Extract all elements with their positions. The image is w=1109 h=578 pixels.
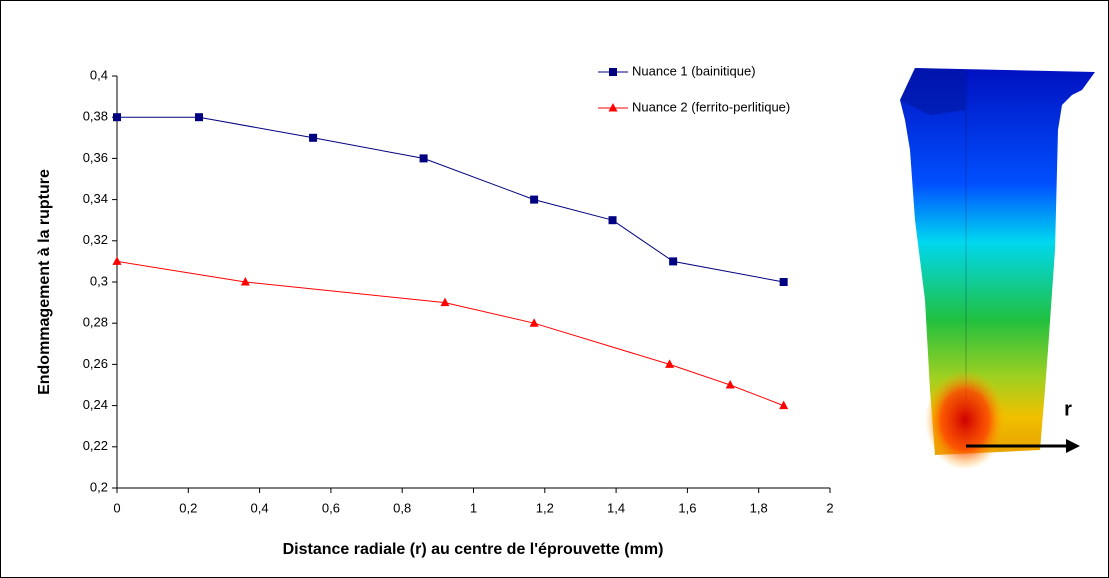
- x-tick-label: 0: [113, 500, 120, 515]
- x-tick-label: 1,4: [607, 500, 625, 515]
- y-tick-label: 0,34: [83, 191, 108, 206]
- x-tick-label: 1: [470, 500, 477, 515]
- marker: [779, 400, 789, 410]
- marker: [779, 278, 788, 286]
- y-tick-label: 0,38: [83, 109, 108, 124]
- y-tick-label: 0,26: [83, 356, 108, 371]
- y-tick-label: 0,28: [83, 315, 108, 330]
- x-tick-label: 1,6: [678, 500, 696, 515]
- y-tick-label: 0,36: [83, 150, 108, 165]
- marker: [529, 318, 539, 327]
- x-tick-label: 2: [826, 500, 833, 515]
- marker: [665, 359, 675, 368]
- x-tick-label: 1,8: [750, 500, 768, 515]
- x-tick-label: 0,2: [179, 500, 197, 515]
- x-tick-label: 1,2: [536, 500, 554, 515]
- marker: [440, 297, 450, 307]
- marker: [112, 256, 122, 265]
- y-tick-label: 0,3: [90, 273, 108, 288]
- marker: [609, 68, 617, 76]
- x-axis-title: Distance radiale (r) au centre de l'épro…: [283, 541, 664, 558]
- marker: [608, 216, 617, 225]
- x-tick-label: 0,4: [251, 500, 269, 515]
- y-tick-label: 0,4: [90, 67, 108, 82]
- marker: [240, 277, 250, 286]
- y-tick-label: 0,24: [83, 397, 108, 412]
- specimen-image: [900, 68, 1095, 470]
- marker: [113, 113, 121, 122]
- y-axis-title: Endommagement à la rupture: [36, 169, 53, 395]
- legend-label: Nuance 2 (ferrito-perlitique): [632, 99, 790, 114]
- y-tick-label: 0,32: [83, 232, 108, 247]
- marker: [419, 154, 428, 163]
- marker: [725, 380, 735, 389]
- marker: [194, 113, 203, 122]
- marker: [309, 133, 318, 142]
- marker: [530, 195, 539, 204]
- series-line: [117, 116, 784, 283]
- x-tick-label: 0,8: [393, 500, 411, 515]
- annotation: r: [1064, 398, 1072, 420]
- y-tick-label: 0,2: [90, 479, 108, 494]
- legend-label: Nuance 1 (bainitique): [632, 63, 756, 78]
- marker: [608, 103, 618, 112]
- marker: [669, 257, 678, 266]
- x-tick-label: 0,6: [322, 500, 340, 515]
- y-tick-label: 0,22: [83, 438, 108, 453]
